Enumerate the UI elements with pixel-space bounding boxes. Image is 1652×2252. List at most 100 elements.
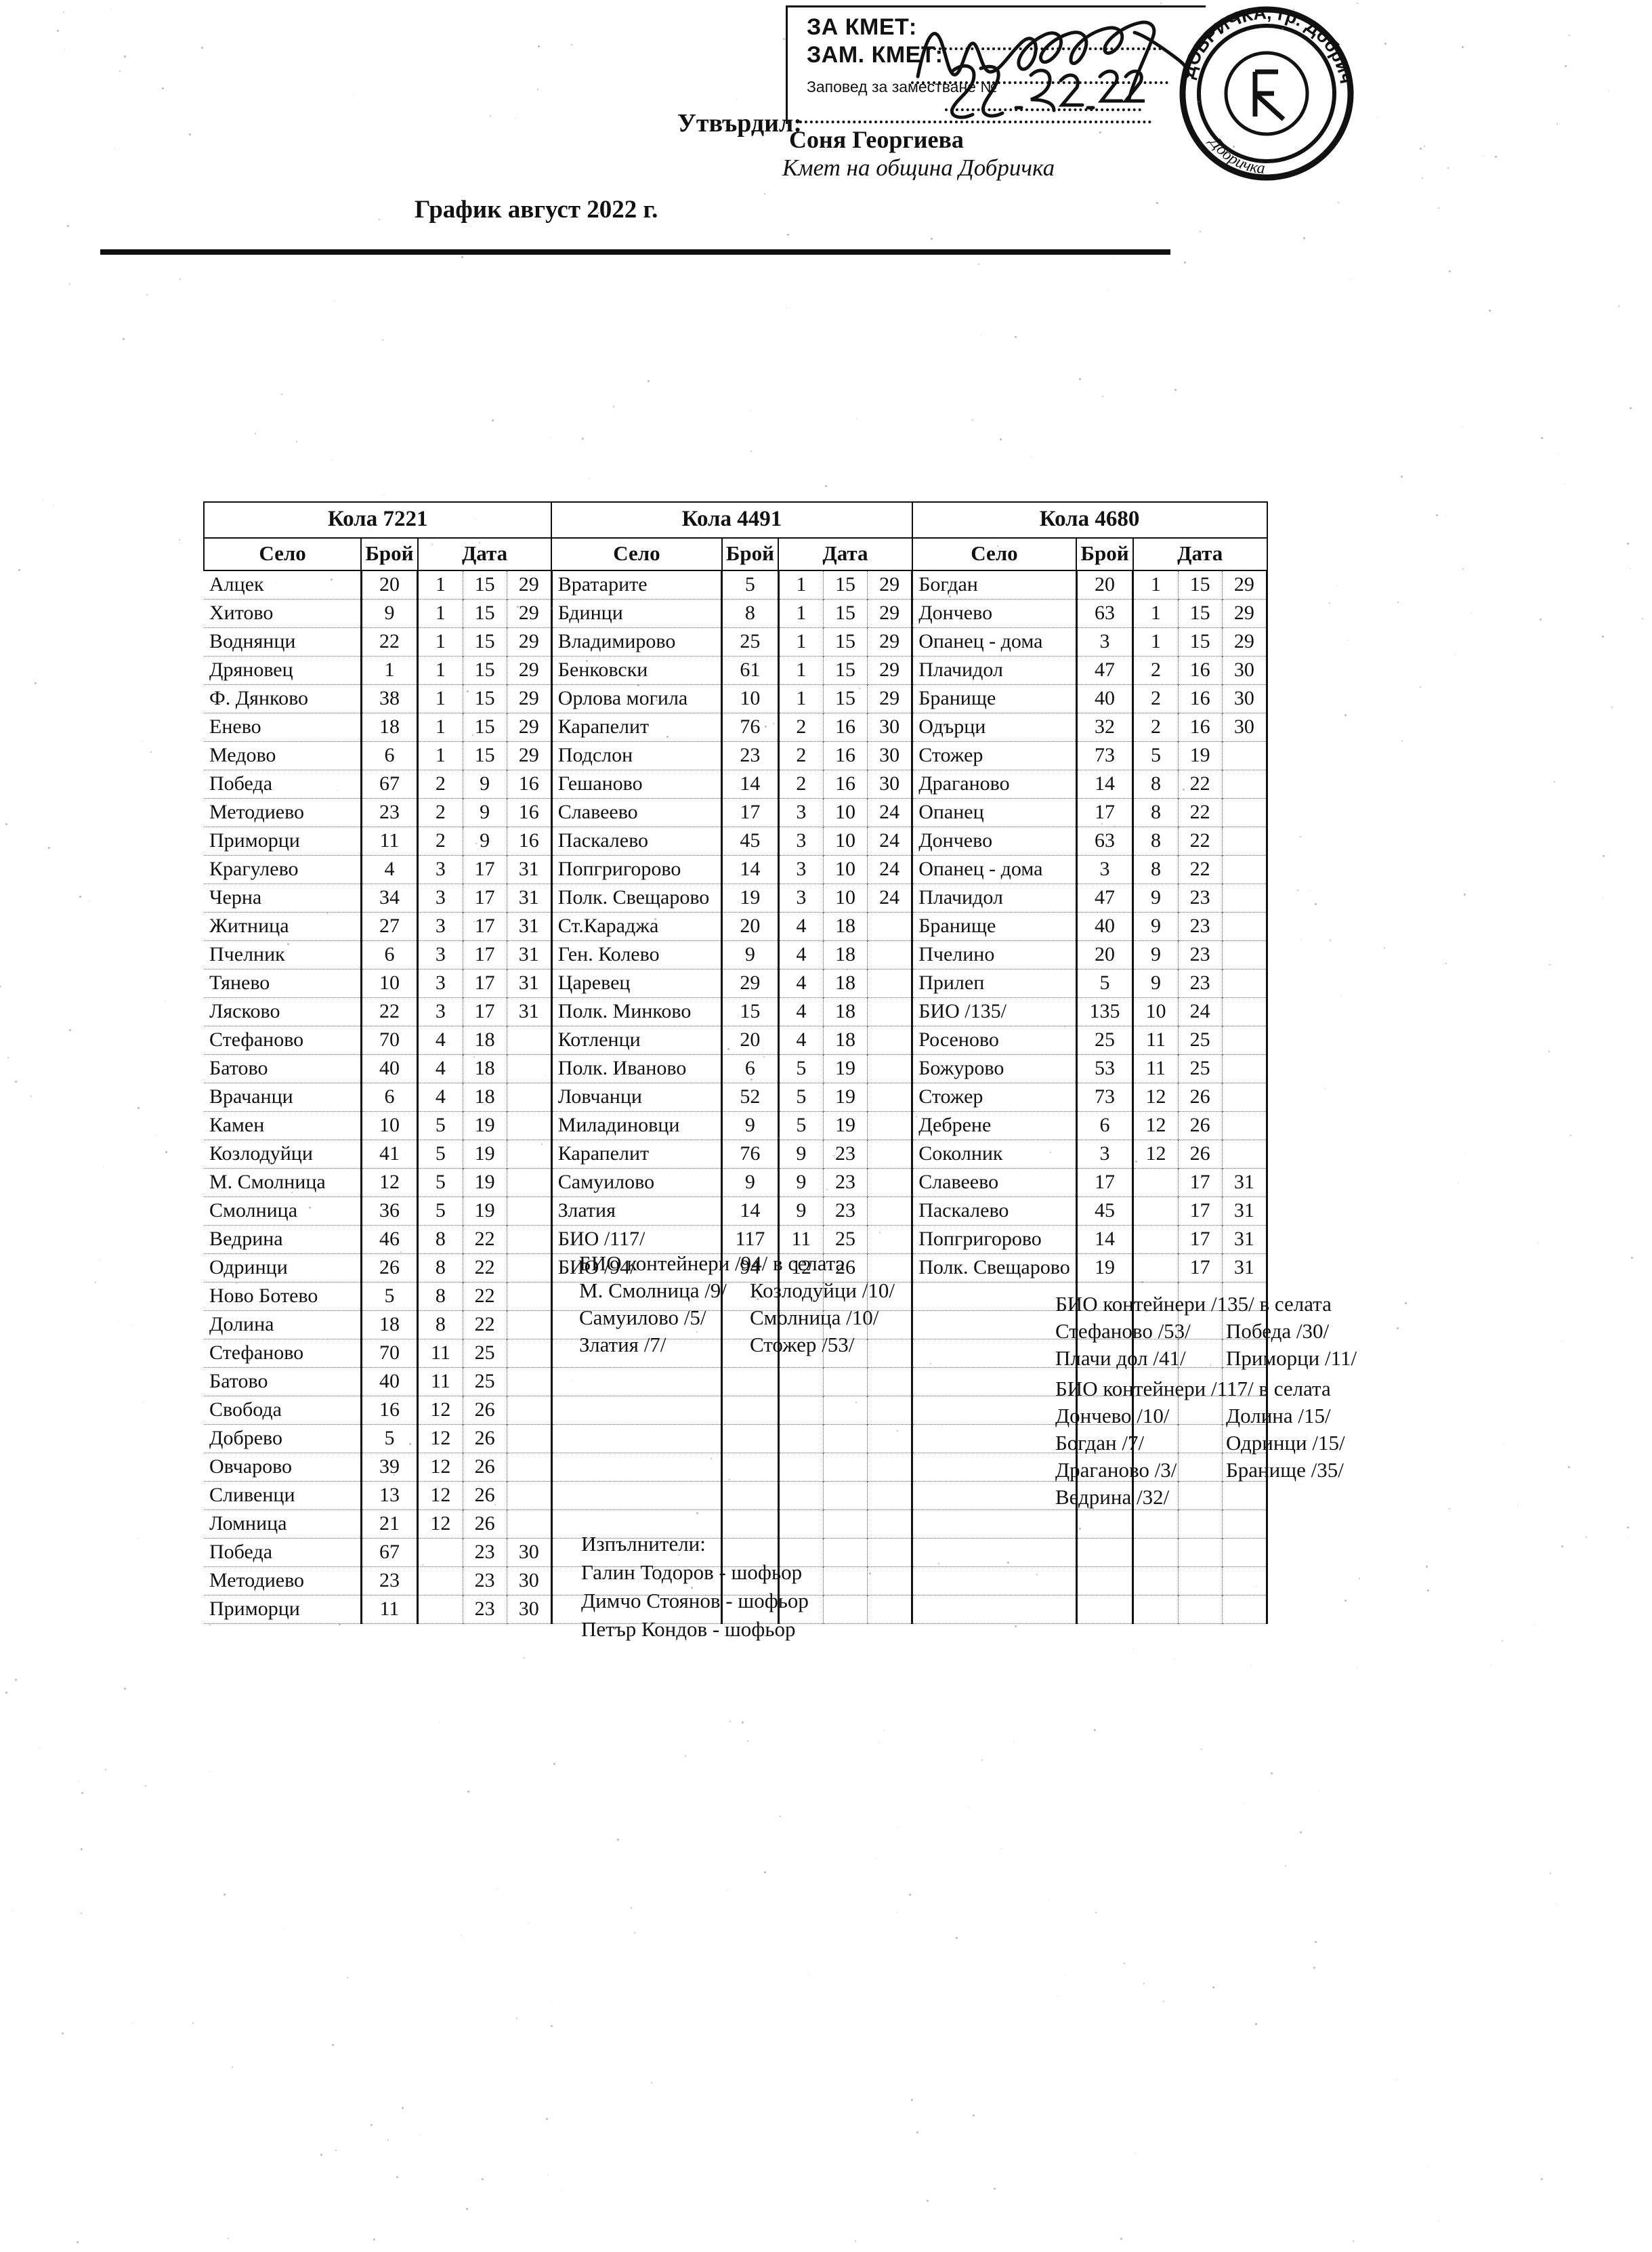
scan-speck: [1420, 148, 1422, 150]
cell-village: Крагулево: [204, 855, 362, 884]
scan-speck: [18, 569, 20, 571]
scan-speck: [763, 1056, 765, 1058]
note-row: Ведрина /32/: [1055, 1484, 1345, 1511]
cell-date-1: [417, 1595, 463, 1624]
scan-speck: [780, 1816, 781, 1817]
cell-date-3: 24: [867, 827, 913, 856]
scan-speck: [489, 588, 490, 589]
table-row: Козлодуйци 41 5 19 Карапелит 76 9 23 Соколник 3 12…: [204, 1140, 1269, 1169]
note-row: Дончево /10/Долина /15/: [1055, 1402, 1345, 1430]
scan-speck: [81, 1848, 83, 1850]
cell-date-1: 11: [777, 1225, 824, 1254]
table-row: Крагулево 4 3 17 31 Попгригорово 14 3 10 24 Опанец…: [204, 855, 1269, 884]
cell-date-1: 11: [417, 1367, 463, 1396]
cell-village: Черна: [204, 883, 362, 913]
cell-date-1: [1132, 1453, 1179, 1482]
cell-date-1: 1: [1132, 570, 1179, 600]
scan-speck: [1427, 1589, 1429, 1591]
cell-date-2: 17: [462, 997, 507, 1026]
cell-date-1: [777, 1509, 824, 1539]
scan-speck: [1050, 1152, 1051, 1153]
cell-date-2: 15: [822, 656, 868, 685]
scan-speck: [30, 1096, 32, 1097]
scan-speck: [589, 478, 590, 479]
scan-speck: [1315, 1941, 1317, 1943]
cell-village: [550, 1310, 723, 1339]
cell-count: [721, 1481, 779, 1510]
cell-date-2: 25: [462, 1367, 507, 1396]
cell-date-2: 16: [822, 713, 868, 742]
cell-village: Бенковски: [550, 656, 723, 685]
scan-speck: [1315, 903, 1317, 905]
scan-speck: [763, 568, 764, 569]
cell-date-2: [823, 1424, 868, 1453]
scan-speck: [648, 380, 650, 382]
cell-date-1: 1: [417, 713, 463, 742]
scan-speck: [729, 1721, 731, 1722]
note-item-left: Плачи дол /41/: [1055, 1346, 1186, 1370]
cell-count: 8: [721, 599, 779, 628]
cell-date-3: [867, 997, 913, 1026]
cell-date-2: 17: [1177, 1225, 1223, 1254]
scan-speck: [379, 219, 380, 220]
scan-speck: [1349, 279, 1350, 280]
cell-date-1: [777, 1396, 824, 1425]
scan-speck: [440, 1120, 442, 1121]
cell-date-1: 1: [777, 656, 824, 685]
scan-speck: [1271, 1772, 1273, 1774]
scan-speck: [142, 741, 143, 742]
scan-speck: [954, 144, 955, 146]
cell-date-2: 26: [462, 1424, 507, 1453]
cell-date-3: [1221, 969, 1269, 998]
scan-speck: [472, 734, 473, 736]
cell-date-2: 26: [1177, 1111, 1223, 1140]
scan-speck: [874, 27, 875, 28]
cell-date-3: 30: [1221, 684, 1269, 713]
cell-date-3: [867, 1367, 913, 1396]
cell-count: 9: [721, 940, 779, 969]
cell-village: Вратарите: [550, 570, 723, 600]
note-item-right: Стожер /53/: [750, 1333, 855, 1356]
scan-speck: [438, 951, 440, 952]
cell-count: 47: [1075, 883, 1134, 913]
scan-speck: [1338, 202, 1339, 203]
scan-speck: [551, 607, 553, 609]
scan-speck: [685, 1755, 686, 1757]
scan-speck: [1157, 920, 1159, 922]
scan-speck: [787, 234, 789, 236]
stamp-acting-mayor-label: ЗА КМЕТ:: [807, 14, 917, 40]
cell-count: 12: [360, 1168, 419, 1197]
cell-date-2: 9: [462, 827, 507, 856]
cell-date-1: 8: [1132, 827, 1179, 856]
cell-count: [721, 1310, 779, 1339]
table-row: Стефаново 70 4 18 Котленци 20 4 18 Росеново 25 11 2…: [204, 1026, 1269, 1055]
cell-village: Попгригорово: [550, 855, 723, 884]
cell-village: Победа: [204, 1538, 362, 1567]
scan-speck: [1377, 118, 1378, 119]
cell-count: 45: [721, 827, 779, 856]
scan-speck: [1405, 1302, 1407, 1304]
scan-speck: [1297, 890, 1298, 891]
scan-speck: [1359, 1578, 1360, 1579]
cell-count: [1075, 1367, 1134, 1396]
scan-speck: [981, 1759, 983, 1761]
cell-date-3: [867, 1282, 913, 1311]
cell-count: 10: [360, 1111, 419, 1140]
cell-date-1: 8: [1132, 798, 1179, 827]
cell-date-1: 3: [777, 827, 824, 856]
scan-speck: [1079, 378, 1081, 380]
cell-village: Златия: [550, 1196, 723, 1226]
scan-speck: [1212, 1986, 1214, 1988]
cell-village: Царевец: [550, 969, 723, 998]
cell-date-1: 4: [417, 1083, 463, 1112]
cell-village: Воднянци: [204, 627, 362, 656]
cell-village: Тянево: [204, 969, 362, 998]
scan-speck: [1303, 237, 1305, 239]
cell-date-2: 17: [462, 969, 507, 998]
col-header-count-3: Брой: [1076, 537, 1134, 571]
scan-speck: [901, 994, 902, 995]
scan-speck: [1443, 964, 1444, 965]
scan-speck: [192, 2022, 194, 2024]
cell-village: Стожер: [911, 1083, 1077, 1112]
scan-speck: [1464, 894, 1466, 896]
